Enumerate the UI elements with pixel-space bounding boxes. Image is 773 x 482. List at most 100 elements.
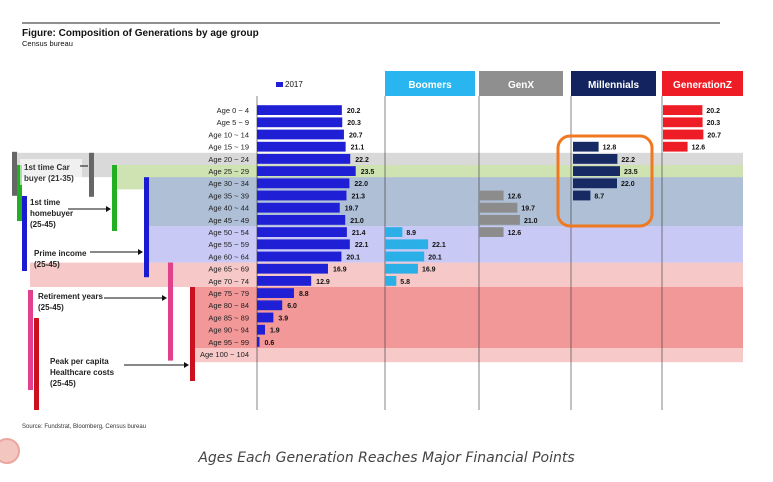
bar-2017 [257, 337, 260, 347]
bar-boomers [385, 239, 429, 250]
category-label: Age 65 ~ 69 [208, 265, 249, 274]
bar-2017 [257, 324, 265, 335]
category-label: Age 0 ~ 4 [217, 106, 249, 115]
category-label: Age 75 ~ 79 [208, 289, 249, 298]
data-label: 8.9 [406, 230, 416, 237]
legend-label: 2017 [285, 80, 303, 89]
annotation-healthcare: (25-45) [50, 379, 76, 388]
data-label: 1.9 [270, 328, 280, 335]
bracket-homebuyer-right [112, 165, 117, 231]
category-label: Age 25 ~ 29 [208, 167, 249, 176]
bar-millennials [573, 141, 599, 152]
category-label: Age 50 ~ 54 [208, 228, 249, 237]
category-label: Age 5 ~ 9 [217, 118, 249, 127]
annotation-prime-income: Prime income [34, 249, 87, 258]
bracket-prime-income-right [144, 177, 149, 278]
bar-genx [479, 215, 520, 225]
data-label: 12.8 [603, 145, 617, 152]
panel-header-label: Millennials [588, 80, 640, 91]
panel-header-genx [479, 71, 563, 96]
annotation-car-buyer: buyer (21-35) [24, 174, 74, 183]
data-label: 20.7 [707, 132, 721, 139]
annotation-retirement: (25-45) [38, 303, 64, 312]
bar-genx [479, 190, 504, 201]
category-label: Age 35 ~ 39 [208, 191, 249, 200]
bar-millennials [573, 190, 591, 201]
bar-boomers [385, 276, 397, 286]
bar-boomers [385, 263, 418, 274]
bar-2017 [257, 288, 294, 298]
bracket-healthcare-right [190, 287, 195, 381]
panel-header-label: GenerationZ [673, 80, 732, 91]
data-label: 8.8 [299, 291, 309, 298]
legend-swatch [276, 82, 283, 87]
bar-2017 [257, 239, 350, 250]
bar-2017 [257, 227, 347, 237]
bar-2017 [257, 215, 346, 225]
generation-chart: Figure: Composition of Generations by ag… [12, 22, 743, 430]
bracket-prime-income [22, 196, 27, 271]
data-label: 20.2 [347, 108, 361, 115]
data-label: 16.9 [333, 267, 347, 274]
bar-genx [479, 202, 518, 213]
notification-icon[interactable] [0, 438, 20, 464]
data-label: 20.1 [428, 254, 442, 261]
bar-2017 [257, 263, 328, 274]
data-label: 22.0 [354, 181, 368, 188]
data-label: 22.2 [355, 157, 369, 164]
data-label: 22.1 [355, 242, 369, 249]
data-label: 22.1 [432, 242, 446, 249]
bar-generationz [663, 105, 703, 115]
annotation-homebuyer: homebuyer [30, 209, 73, 218]
data-label: 20.7 [349, 132, 363, 139]
panel-header-millennials [571, 71, 656, 96]
data-label: 23.5 [624, 169, 638, 176]
bar-2017 [257, 202, 340, 213]
bracket-homebuyer [17, 165, 22, 221]
category-label: Age 20 ~ 24 [208, 155, 249, 164]
arrow-prime-income-head [138, 249, 143, 255]
bar-genx [479, 227, 504, 237]
bar-2017 [257, 105, 342, 115]
arrow-homebuyer-head [106, 206, 111, 212]
category-label: Age 10 ~ 14 [208, 130, 249, 139]
millennials-highlight-box [556, 134, 654, 228]
category-label: Age 100 ~ 104 [200, 350, 249, 359]
annotation-bg [20, 159, 82, 185]
bar-2017 [257, 178, 350, 189]
panel-header-boomers [385, 71, 475, 96]
data-label: 8.7 [594, 193, 604, 200]
bracket-healthcare [34, 318, 39, 410]
arrow-healthcare-head [184, 362, 189, 368]
chart-subtitle: Census bureau [22, 39, 73, 48]
data-label: 23.5 [361, 169, 375, 176]
data-label: 21.0 [350, 218, 364, 225]
category-label: Age 55 ~ 59 [208, 240, 249, 249]
bar-2017 [257, 190, 347, 201]
bar-2017 [257, 166, 356, 176]
bracket-car-buyer-right [89, 152, 94, 197]
data-label: 22.0 [621, 181, 635, 188]
data-label: 12.6 [692, 145, 706, 152]
category-label: Age 60 ~ 64 [208, 252, 249, 261]
band-prime-income [144, 226, 743, 263]
data-label: 21.3 [351, 193, 365, 200]
annotation-retirement: Retirement years [38, 292, 103, 301]
bar-millennials [573, 154, 618, 164]
bracket-car-buyer [12, 151, 17, 196]
bracket-retirement [28, 290, 33, 390]
data-label: 12.9 [316, 279, 330, 286]
annotation-car-buyer: 1st time Car [24, 163, 70, 172]
annotation-prime-income: (25-45) [34, 260, 60, 269]
data-label: 12.6 [508, 193, 522, 200]
bar-generationz [663, 129, 704, 140]
category-label: Age 80 ~ 84 [208, 301, 249, 310]
category-label: Age 40 ~ 44 [208, 204, 249, 213]
bar-boomers [385, 227, 403, 237]
bar-boomers [385, 251, 425, 262]
category-label: Age 95 ~ 99 [208, 338, 249, 347]
annotation-homebuyer: 1st time [30, 198, 61, 207]
data-label: 21.1 [351, 145, 365, 152]
annotation-healthcare: Peak per capita [50, 357, 109, 366]
bar-2017 [257, 251, 342, 262]
